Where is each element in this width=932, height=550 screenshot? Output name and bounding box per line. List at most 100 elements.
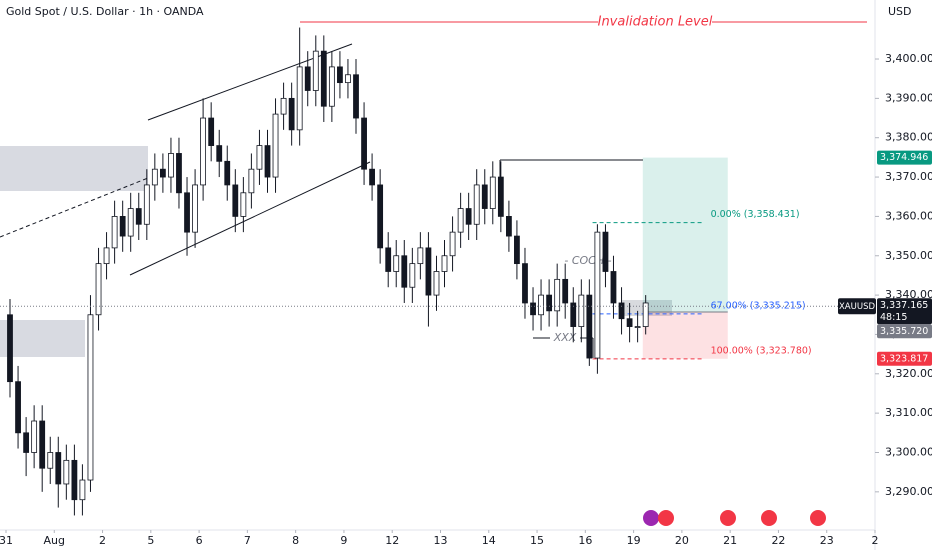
candle-body	[328, 66, 335, 107]
candle-body	[208, 117, 215, 146]
candle-body	[232, 184, 239, 217]
x-tick-label: 16	[578, 534, 592, 547]
candle-body	[554, 278, 561, 312]
x-tick-label: 19	[627, 534, 641, 547]
y-tick-label: 3,350.000	[885, 249, 932, 262]
candle-body	[119, 216, 126, 237]
candle-body	[393, 255, 400, 272]
y-tick-label: 3,320.000	[885, 367, 932, 380]
y-tick-label: 3,310.000	[885, 406, 932, 419]
candle-body	[47, 452, 54, 469]
candle-body	[634, 326, 641, 328]
supply-zone	[0, 146, 148, 191]
candle-body	[192, 184, 198, 233]
chart-title: Gold Spot / U.S. Dollar · 1h · OANDA	[6, 5, 204, 18]
candle-body	[23, 432, 30, 453]
candle-body	[296, 66, 303, 131]
candle-body	[530, 302, 536, 316]
target-badge	[877, 150, 932, 165]
stop-badge	[877, 351, 932, 366]
candle-body	[15, 381, 21, 434]
candle-body	[594, 231, 601, 359]
x-tick-label: 9	[340, 534, 347, 547]
y-tick-label: 3,290.000	[885, 485, 932, 498]
y-tick-label: 3,360.000	[885, 209, 932, 222]
candle-body	[224, 160, 231, 186]
candle-body	[111, 216, 118, 249]
x-tick-label: 2	[872, 534, 879, 547]
candle-body	[522, 263, 528, 304]
candle-body	[240, 192, 247, 217]
candle-body	[586, 294, 593, 359]
candle-body	[425, 247, 432, 296]
candle-body	[345, 74, 351, 84]
candle-body	[642, 302, 649, 327]
candle-body	[135, 208, 142, 225]
candle-body	[103, 247, 110, 265]
candle-body	[151, 168, 158, 186]
candle-body	[176, 153, 182, 194]
candle-body	[71, 459, 78, 501]
event-icon	[643, 510, 659, 526]
candle-body	[320, 50, 327, 107]
candle-body	[385, 247, 392, 272]
candle-body	[168, 153, 174, 178]
x-tick-label: 14	[482, 534, 496, 547]
target-zone	[642, 157, 728, 312]
fib-label: 100.00% (3,323.780)	[711, 345, 812, 356]
candle-body	[288, 97, 295, 131]
candle-body	[337, 66, 343, 84]
y-tick-label: 3,340.000	[885, 288, 932, 301]
candle-body	[304, 66, 311, 91]
candle-body	[369, 168, 375, 186]
target-badge-label: 3,374.946	[880, 152, 928, 163]
candle-body	[401, 255, 408, 288]
x-tick-label: 23	[820, 534, 834, 547]
candle-body	[280, 97, 287, 115]
candle-body	[7, 314, 13, 383]
entry-badge-label: 3,335.720	[880, 326, 928, 337]
candle-body	[497, 176, 504, 217]
candle-body	[546, 294, 553, 312]
y-tick-label: 3,380.000	[885, 131, 932, 144]
channel-lower	[129, 161, 371, 276]
candle-body	[449, 231, 456, 257]
candle-body	[441, 255, 448, 272]
candle-body	[457, 208, 464, 233]
currency: USD	[888, 5, 912, 18]
x-tick-label: 7	[244, 534, 251, 547]
candle-body	[184, 192, 190, 233]
x-tick-label: 8	[292, 534, 299, 547]
candle-body	[79, 479, 86, 501]
symbol-label: XAUUSD	[839, 302, 875, 312]
event-icon	[720, 510, 736, 526]
event-icon	[810, 510, 826, 526]
candle-body	[433, 271, 440, 296]
candle-body	[63, 459, 70, 485]
candle-body	[353, 74, 359, 119]
candle-body	[361, 117, 367, 170]
annotation: XXX	[553, 331, 577, 344]
y-tick-label: 3,370.000	[885, 170, 932, 183]
candle-body	[465, 208, 472, 225]
candle-body	[489, 176, 496, 209]
x-tick-label: Aug	[44, 534, 65, 547]
symbol-badge	[838, 298, 876, 315]
event-icons	[643, 510, 826, 526]
candle-body	[95, 263, 102, 316]
candle-body	[31, 420, 38, 453]
candle-body	[481, 184, 488, 209]
candle-body	[143, 184, 150, 225]
dashed-trendline	[0, 177, 149, 238]
x-tick-label: 13	[433, 534, 447, 547]
last-price-label: 3,337.165	[880, 300, 928, 311]
x-tick-label: 21	[723, 534, 737, 547]
invalidation-label: Invalidation Level	[598, 15, 713, 30]
x-tick-label: 6	[196, 534, 203, 547]
candle-body	[514, 235, 520, 265]
candle-body	[200, 117, 207, 186]
fib-label: 0.00% (3,358.431)	[711, 209, 800, 220]
candle-body	[264, 145, 271, 178]
candle-body	[602, 231, 609, 272]
